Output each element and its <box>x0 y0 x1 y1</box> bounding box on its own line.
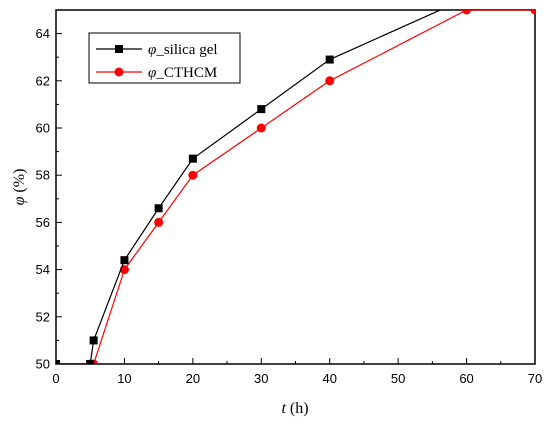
data-point <box>86 360 95 364</box>
x-axis: 0 10 20 30 40 50 60 70 <box>52 358 542 386</box>
data-point <box>256 123 266 133</box>
y-axis-title: φ(%) <box>11 169 28 206</box>
legend-marker-silica-gel <box>115 45 123 53</box>
legend-label-cthcm: φ_CTHCM <box>148 65 217 81</box>
y-axis: 50 52 54 56 58 60 62 64 <box>36 26 62 372</box>
series-layer <box>56 0 539 364</box>
data-point <box>325 55 334 64</box>
x-tick-label: 10 <box>117 371 131 386</box>
x-tick-label: 70 <box>528 371 542 386</box>
data-point <box>462 10 472 15</box>
x-tick-label: 50 <box>391 371 405 386</box>
series-silica-gel <box>56 0 539 364</box>
data-point <box>89 336 98 345</box>
y-tick-label: 64 <box>36 26 50 41</box>
data-point <box>325 76 335 86</box>
x-tick-label: 20 <box>186 371 200 386</box>
y-tick-label: 56 <box>36 215 50 230</box>
legend: φ_silica gel φ_CTHCM <box>88 32 241 84</box>
x-tick-label: 40 <box>322 371 336 386</box>
legend-label-silica-gel: φ_silica gel <box>148 42 218 58</box>
data-point <box>463 0 471 2</box>
x-tick-label: 30 <box>254 371 268 386</box>
data-point <box>154 204 163 213</box>
x-tick-label: 0 <box>52 371 59 386</box>
y-tick-label: 62 <box>36 73 50 88</box>
data-point <box>188 154 197 163</box>
data-point <box>120 256 129 265</box>
data-point <box>530 10 535 15</box>
x-axis-title: t (h) <box>281 400 308 417</box>
data-point <box>531 0 539 2</box>
y-tick-label: 58 <box>36 168 50 183</box>
data-point <box>56 360 60 364</box>
legend-box <box>88 32 241 84</box>
x-tick-label: 60 <box>459 371 473 386</box>
data-point <box>257 105 266 114</box>
y-tick-label: 52 <box>36 309 50 324</box>
legend-marker-cthcm <box>114 67 124 77</box>
series-cthcm <box>56 10 535 364</box>
series-line <box>56 10 442 364</box>
y-tick-label: 54 <box>36 262 50 277</box>
y-tick-label: 50 <box>36 357 50 372</box>
series-line <box>56 10 535 364</box>
data-point <box>188 170 198 180</box>
y-tick-label: 60 <box>36 121 50 136</box>
data-point <box>154 217 164 227</box>
